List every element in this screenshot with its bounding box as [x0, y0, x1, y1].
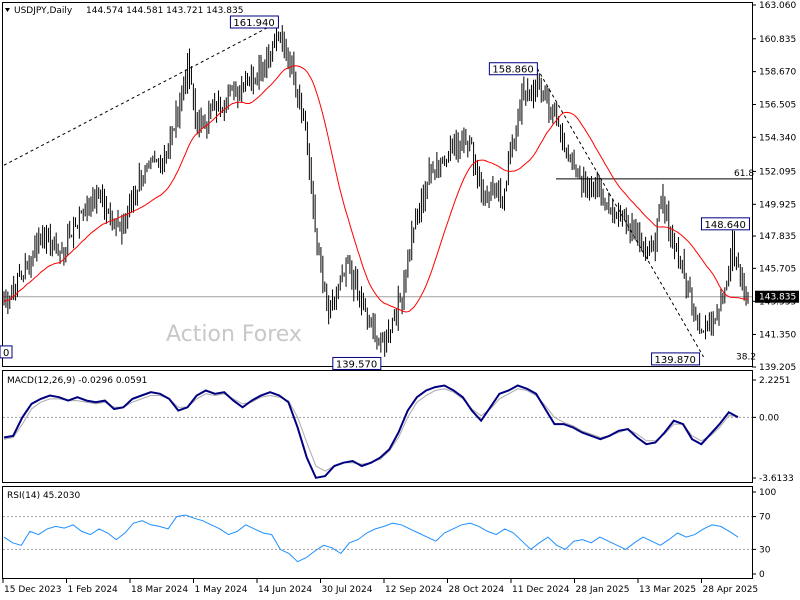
date-axis-label: 14 Jun 2024: [258, 585, 312, 595]
macd-series-layer: 2.2251 0.00 -3.6133: [3, 376, 794, 484]
rsi-panel-frame: [2, 486, 753, 579]
macd-axis-label: -3.6133: [759, 474, 794, 484]
annotation-box: [0, 345, 13, 359]
annotation-label: 139.570: [336, 359, 377, 370]
fib-382-label: 38.2: [736, 352, 756, 362]
date-axis-label: 1 Feb 2024: [68, 585, 119, 595]
price-axis-label: 149.925: [759, 200, 796, 210]
rsi-axis-label: 30: [759, 545, 771, 555]
date-axis-label: 18 Mar 2024: [131, 585, 188, 595]
price-annotation: 139.570: [332, 356, 382, 370]
price-axis: 163.060 160.835 158.670 156.505 154.340 152.0…: [752, 1, 799, 373]
date-axis-label: 12 Sep 2024: [385, 585, 442, 595]
annotation-label: 139.870: [655, 355, 696, 366]
rsi-header: RSI(14) 45.2030: [7, 491, 80, 501]
price-axis-label: 154.340: [759, 133, 796, 143]
price-axis-label: 160.835: [759, 35, 796, 45]
macd-panel-frame: [2, 370, 753, 483]
macd-main-line: [3, 384, 739, 479]
date-axis-label: 1 May 2024: [195, 585, 248, 595]
price-annotation: 0: [0, 345, 13, 359]
ohlc-readout: 144.574 144.581 143.721 143.835: [86, 6, 243, 16]
price-axis-label: 152.095: [759, 167, 796, 177]
price-axis-label: 147.835: [759, 232, 796, 242]
macd-axis-label: 0.00: [759, 413, 779, 423]
symbol-header: USDJPY,Daily 144.574 144.581 143.721 143…: [5, 6, 243, 16]
annotation-box: [332, 356, 382, 370]
collapse-triangle-icon[interactable]: [5, 8, 10, 12]
current-price-label: 143.835: [759, 293, 796, 303]
annotation-label: 158.860: [492, 65, 533, 76]
date-axis-label: 30 Jul 2024: [322, 585, 373, 595]
annotation-label: 161.940: [233, 18, 274, 29]
price-axis-label: 156.505: [759, 100, 796, 110]
trendline-2: [536, 68, 704, 358]
symbol-label: USDJPY,Daily: [14, 6, 73, 16]
price-annotation: 139.870: [651, 352, 701, 366]
price-axis-label: 158.670: [759, 68, 796, 78]
date-axis-label: 15 Dec 2023: [4, 585, 62, 595]
date-axis-label: 28 Apr 2025: [703, 585, 759, 595]
current-price-tag: [755, 290, 799, 303]
annotation-label: 0: [3, 348, 9, 359]
price-panel-frame: [2, 2, 753, 367]
rsi-axis-label: 0: [759, 570, 765, 580]
rsi-axis-label: 100: [759, 488, 776, 498]
date-axis: 15 Dec 2023 1 Feb 2024 18 Mar 2024 1 May 20…: [2, 579, 759, 595]
rsi-series-layer: 100 70 30 0: [3, 488, 776, 580]
watermark-text: Action Forex: [166, 322, 302, 347]
price-annotation: 158.860: [488, 62, 538, 76]
price-axis-label: 139.205: [759, 363, 796, 373]
date-axis-label: 13 Mar 2025: [639, 585, 696, 595]
macd-header: MACD(12,26,9) -0.0296 0.0591: [7, 376, 147, 386]
date-axis-label: 28 Oct 2024: [449, 585, 505, 595]
price-annotation: 148.640: [700, 217, 750, 231]
fib-618-label: 61.8: [734, 169, 754, 179]
annotation-box: [488, 62, 538, 76]
date-axis-label: 11 Dec 2024: [512, 585, 570, 595]
price-axis-label: 141.350: [759, 330, 796, 340]
annotation-label: 148.640: [704, 220, 745, 231]
macd-axis-label: 2.2251: [759, 376, 791, 386]
date-axis-label: 28 Jan 2025: [576, 585, 630, 595]
rsi-line: [3, 514, 739, 563]
rsi-axis-label: 70: [759, 513, 771, 523]
price-series-layer: 61.8 38.2 161.940 139.570 158.860 148.640 139.…: [0, 15, 756, 370]
price-axis-label: 145.705: [759, 264, 796, 274]
annotation-box: [229, 15, 279, 29]
annotation-box: [651, 352, 701, 366]
price-annotation: 161.940: [229, 15, 279, 29]
price-axis-label: 163.060: [759, 1, 796, 11]
moving-average-line: [3, 65, 749, 313]
annotation-box: [700, 217, 750, 231]
